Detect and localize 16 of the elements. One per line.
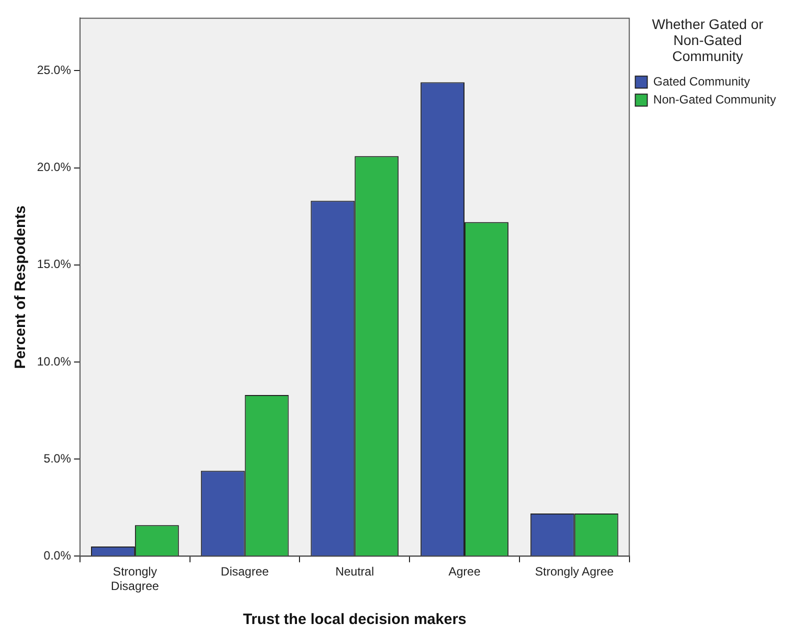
x-tick-label: Strongly Disagree [110,564,160,594]
y-tick-label: 20.0% [36,160,72,174]
legend-label: Non-Gated Community [653,92,776,106]
y-tick-label: 5.0% [44,451,72,466]
x-axis-title: Trust the local decision makers [242,611,466,628]
x-tick-label: Strongly Agree [535,564,614,579]
y-tick-label: 25.0% [36,62,72,77]
legend-title: Whether Gated or Non-Gated Community [652,16,764,64]
x-tick-label: Disagree [220,564,270,579]
legend-label: Gated Community [653,74,750,88]
y-tick-label: 0.0% [44,548,72,563]
x-tick-label: Neutral [335,564,374,579]
y-axis-title: Percent of Respodents [12,206,30,369]
x-tick-label: Agree [448,564,481,579]
y-tick-label: 10.0% [36,354,72,368]
y-tick-label: 15.0% [36,257,72,272]
